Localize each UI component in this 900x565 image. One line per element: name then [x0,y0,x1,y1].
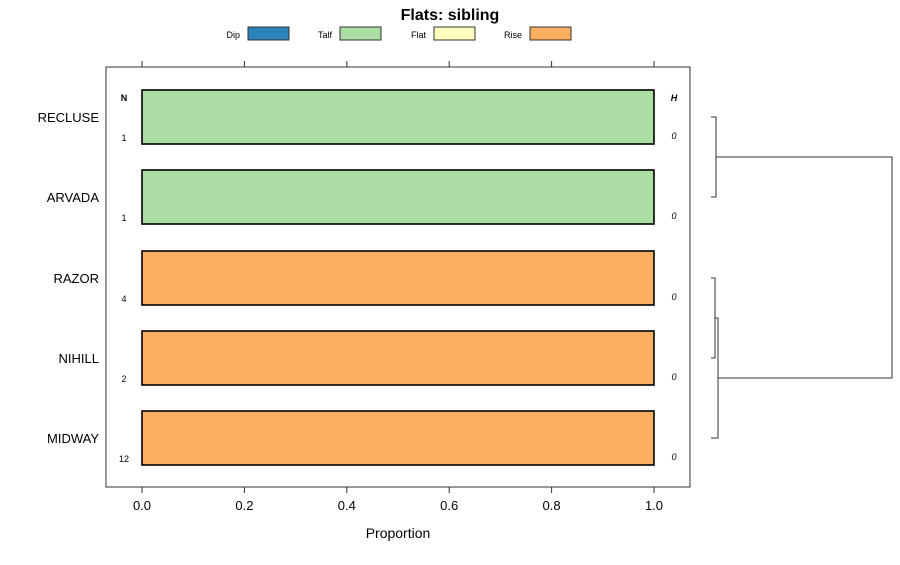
bar-segment-rise [141,410,655,466]
category-label: MIDWAY [47,431,99,446]
category-label: ARVADA [47,190,100,205]
n-header: N [121,93,128,103]
dendrogram-branch [716,156,893,379]
h-value: 0 [671,292,676,302]
x-tick-label: 1.0 [645,498,663,513]
x-tick-label: 0.4 [338,498,356,513]
category-label: RECLUSE [38,110,100,125]
bar-segment-rise [141,250,655,306]
x-tick-label: 0.6 [440,498,458,513]
legend-swatch-flat [433,26,476,41]
dendrogram [711,116,893,439]
bar-segment-rise [141,330,655,386]
legend-swatch-talf [339,26,382,41]
legend-swatch-dip [247,26,290,41]
plot-panel [105,66,691,488]
h-value: 0 [671,452,676,462]
legend-label: Talf [318,30,333,40]
n-value: 12 [119,454,129,464]
bar-segment-talf [141,89,655,145]
x-tick-label: 0.8 [543,498,561,513]
n-value: 2 [121,374,126,384]
legend-label: Rise [504,30,522,40]
legend: Dip Talf Flat Rise [226,26,572,41]
legend-label: Flat [411,30,427,40]
x-tick-label: 0.2 [235,498,253,513]
n-value: 1 [121,213,126,223]
legend-label: Dip [226,30,240,40]
h-header: H [671,93,678,103]
bars: RECLUSE 1 0 ARVADA 1 0 RAZOR 4 0 NIHILL 2 0 MIDWAY 12… [38,89,677,466]
h-value: 0 [671,131,676,141]
n-value: 4 [121,294,126,304]
x-tick-label: 0.0 [133,498,151,513]
bar-segment-talf [141,169,655,225]
dendrogram-branch [711,116,717,198]
legend-swatch-rise [529,26,572,41]
category-label: RAZOR [54,271,100,286]
dendrogram-branch [711,277,716,359]
h-value: 0 [671,372,676,382]
chart-title: Flats: sibling [401,7,500,24]
h-value: 0 [671,211,676,221]
category-label: NIHILL [59,351,99,366]
x-axis: 0.0 0.2 0.4 0.6 0.8 1.0 [133,61,663,513]
x-axis-label: Proportion [366,525,431,541]
n-value: 1 [121,133,126,143]
